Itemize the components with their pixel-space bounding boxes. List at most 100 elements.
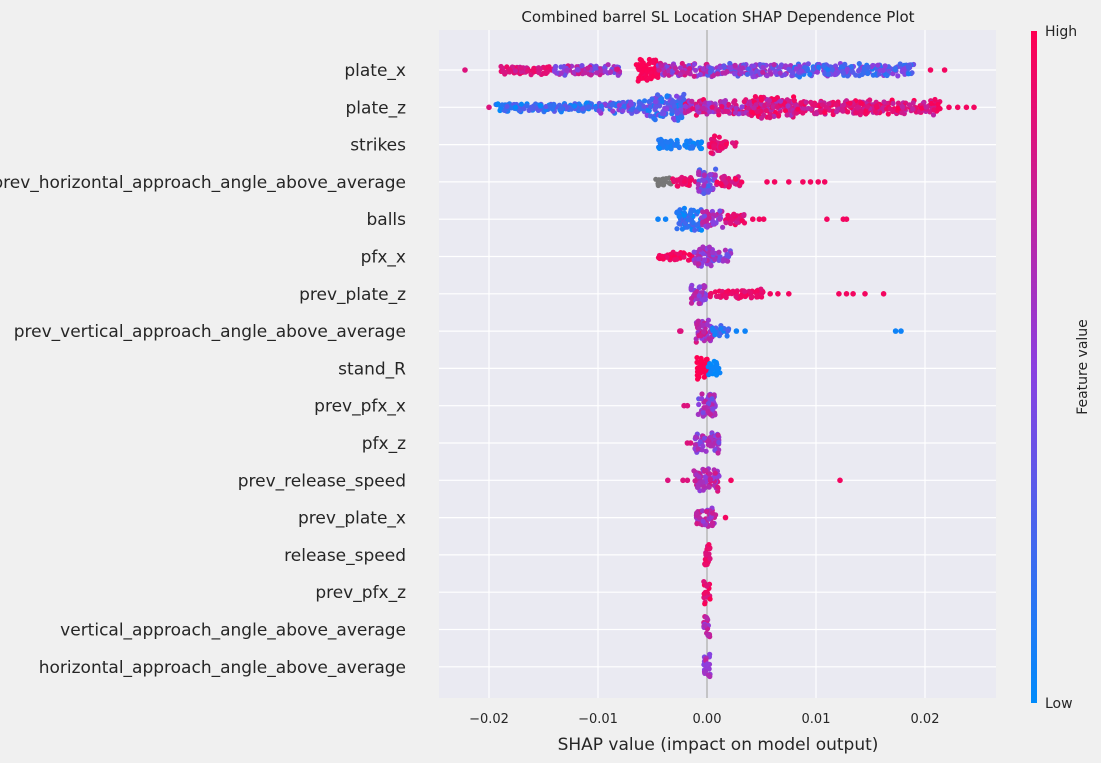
shap-point (707, 596, 713, 602)
shap-point (700, 410, 706, 416)
shap-point (732, 110, 739, 116)
shap-point (906, 102, 912, 108)
shap-point (512, 68, 519, 74)
shap-point (767, 291, 773, 297)
shap-point (810, 66, 817, 72)
shap-point (808, 106, 814, 112)
shap-point (764, 73, 770, 79)
shap-point (544, 64, 550, 70)
shap-point (901, 67, 907, 73)
shap-point (807, 179, 814, 185)
shap-point (724, 69, 730, 75)
shap-point (536, 70, 542, 76)
shap-point (742, 289, 748, 295)
shap-point (721, 99, 728, 105)
shap-point (682, 103, 689, 109)
feature-label: prev_vertical_approach_angle_above_avera… (14, 322, 406, 342)
shap-point (705, 183, 711, 189)
shap-point (699, 508, 706, 514)
shap-point (694, 510, 700, 516)
shap-point (880, 291, 887, 297)
shap-point (877, 67, 884, 73)
shap-point (763, 108, 769, 114)
shap-point (693, 336, 699, 342)
shap-point (783, 63, 789, 69)
shap-point (665, 477, 671, 484)
shap-point (721, 63, 727, 69)
shap-point (675, 183, 681, 189)
shap-point (815, 64, 822, 70)
shap-point (751, 105, 757, 111)
shap-point (701, 190, 707, 196)
shap-point (723, 289, 729, 295)
shap-point (807, 71, 813, 77)
shap-point (615, 72, 621, 78)
shap-point (731, 211, 737, 218)
colorbar-high-label: High (1045, 24, 1077, 40)
shap-point (676, 144, 682, 151)
shap-point (935, 101, 941, 107)
shap-point (700, 209, 706, 215)
shap-point (694, 521, 700, 527)
shap-point (715, 484, 721, 490)
shap-point (865, 64, 871, 70)
feature-points-pfx_x (655, 244, 734, 269)
shap-point (726, 253, 732, 259)
shap-point (697, 439, 703, 445)
feature-points-prev_horizontal_approach_angle_above_average (653, 166, 828, 196)
shap-point (892, 67, 899, 73)
shap-point (696, 171, 702, 177)
shap-point (531, 65, 537, 71)
shap-point (742, 328, 748, 334)
shap-point (646, 98, 652, 105)
shap-point (890, 71, 896, 77)
shap-point (679, 226, 686, 232)
shap-point (701, 405, 707, 411)
shap-point (843, 291, 850, 297)
shap-point (707, 109, 713, 115)
shap-point (701, 483, 707, 490)
shap-point (821, 179, 828, 185)
shap-point (712, 133, 718, 139)
shap-point (662, 71, 668, 77)
shap-point (674, 93, 680, 99)
shap-point (692, 292, 698, 298)
shap-point (760, 69, 766, 75)
shap-point (644, 68, 650, 74)
shap-point (669, 108, 675, 114)
shap-point (637, 56, 643, 63)
shap-point (709, 396, 715, 402)
shap-point (657, 103, 663, 109)
shap-point (930, 112, 937, 118)
shap-point (499, 102, 505, 108)
shap-point (839, 106, 846, 113)
shap-point (694, 104, 700, 110)
shap-point (528, 105, 534, 111)
shap-point (705, 223, 711, 229)
shap-point (678, 328, 684, 334)
shap-point (732, 71, 738, 77)
shap-point (882, 63, 888, 69)
shap-point (695, 376, 701, 382)
shap-point (661, 182, 667, 188)
shap-point (726, 175, 732, 182)
shap-point (867, 97, 873, 103)
shap-point (803, 99, 809, 105)
shap-point (824, 216, 830, 222)
shap-point (682, 220, 688, 226)
shap-point (862, 291, 868, 297)
shap-point (696, 300, 702, 307)
shap-point (845, 109, 851, 115)
shap-point (621, 103, 628, 109)
shap-point (707, 69, 714, 75)
shap-point (834, 109, 840, 115)
shap-point (707, 172, 714, 178)
shap-point (688, 207, 694, 213)
shap-point (853, 72, 859, 78)
shap-point (674, 226, 680, 232)
shap-point (706, 244, 713, 250)
shap-point (518, 101, 525, 107)
shap-point (680, 477, 686, 484)
shap-point (705, 438, 712, 444)
shap-point (778, 62, 785, 68)
